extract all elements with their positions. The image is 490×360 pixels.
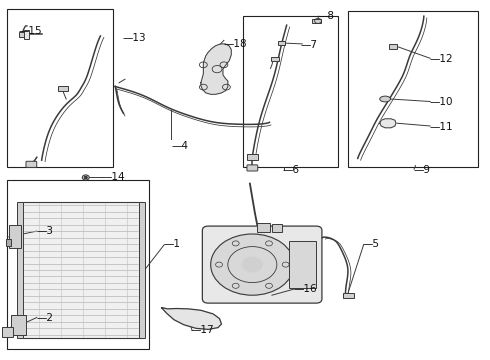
Text: —9: —9	[413, 165, 430, 175]
Bar	[389, 44, 397, 49]
Polygon shape	[162, 308, 221, 329]
Text: —6: —6	[282, 165, 299, 175]
Bar	[247, 154, 258, 160]
Text: —18: —18	[223, 39, 247, 49]
Bar	[139, 202, 145, 338]
FancyBboxPatch shape	[247, 165, 258, 171]
Bar	[257, 223, 270, 232]
Bar	[271, 57, 279, 61]
Text: —14: —14	[102, 172, 125, 183]
Circle shape	[84, 176, 87, 179]
Bar	[7, 180, 149, 349]
Bar	[11, 315, 26, 335]
FancyBboxPatch shape	[202, 226, 322, 303]
Bar	[7, 9, 113, 167]
Text: —12: —12	[429, 54, 453, 64]
Text: —7: —7	[301, 40, 318, 50]
Polygon shape	[201, 44, 231, 94]
Circle shape	[243, 257, 262, 272]
Bar	[17, 202, 23, 338]
Bar	[348, 11, 478, 167]
Bar	[24, 30, 29, 39]
Text: —4: —4	[172, 141, 189, 151]
Text: —16: —16	[293, 284, 317, 294]
Bar	[278, 41, 285, 45]
Text: —13: —13	[122, 33, 146, 43]
Text: —17: —17	[190, 325, 214, 335]
Bar	[343, 293, 354, 298]
Ellipse shape	[380, 96, 391, 102]
Text: —15: —15	[19, 26, 42, 36]
Bar	[58, 86, 68, 91]
Text: —3: —3	[36, 226, 53, 237]
Bar	[243, 16, 338, 167]
Bar	[9, 225, 21, 248]
Bar	[19, 32, 27, 37]
Bar	[2, 327, 13, 337]
Bar	[6, 239, 11, 246]
Text: —11: —11	[429, 122, 453, 132]
Text: —10: —10	[429, 96, 453, 107]
Text: —1: —1	[163, 239, 180, 249]
Bar	[312, 19, 321, 23]
Bar	[289, 241, 316, 288]
Circle shape	[211, 234, 294, 295]
FancyBboxPatch shape	[26, 161, 37, 167]
Bar	[272, 224, 282, 232]
Bar	[20, 202, 142, 338]
Text: —2: —2	[36, 313, 53, 323]
Polygon shape	[380, 119, 396, 128]
Text: —8: —8	[318, 11, 335, 21]
Text: —5: —5	[363, 239, 380, 249]
